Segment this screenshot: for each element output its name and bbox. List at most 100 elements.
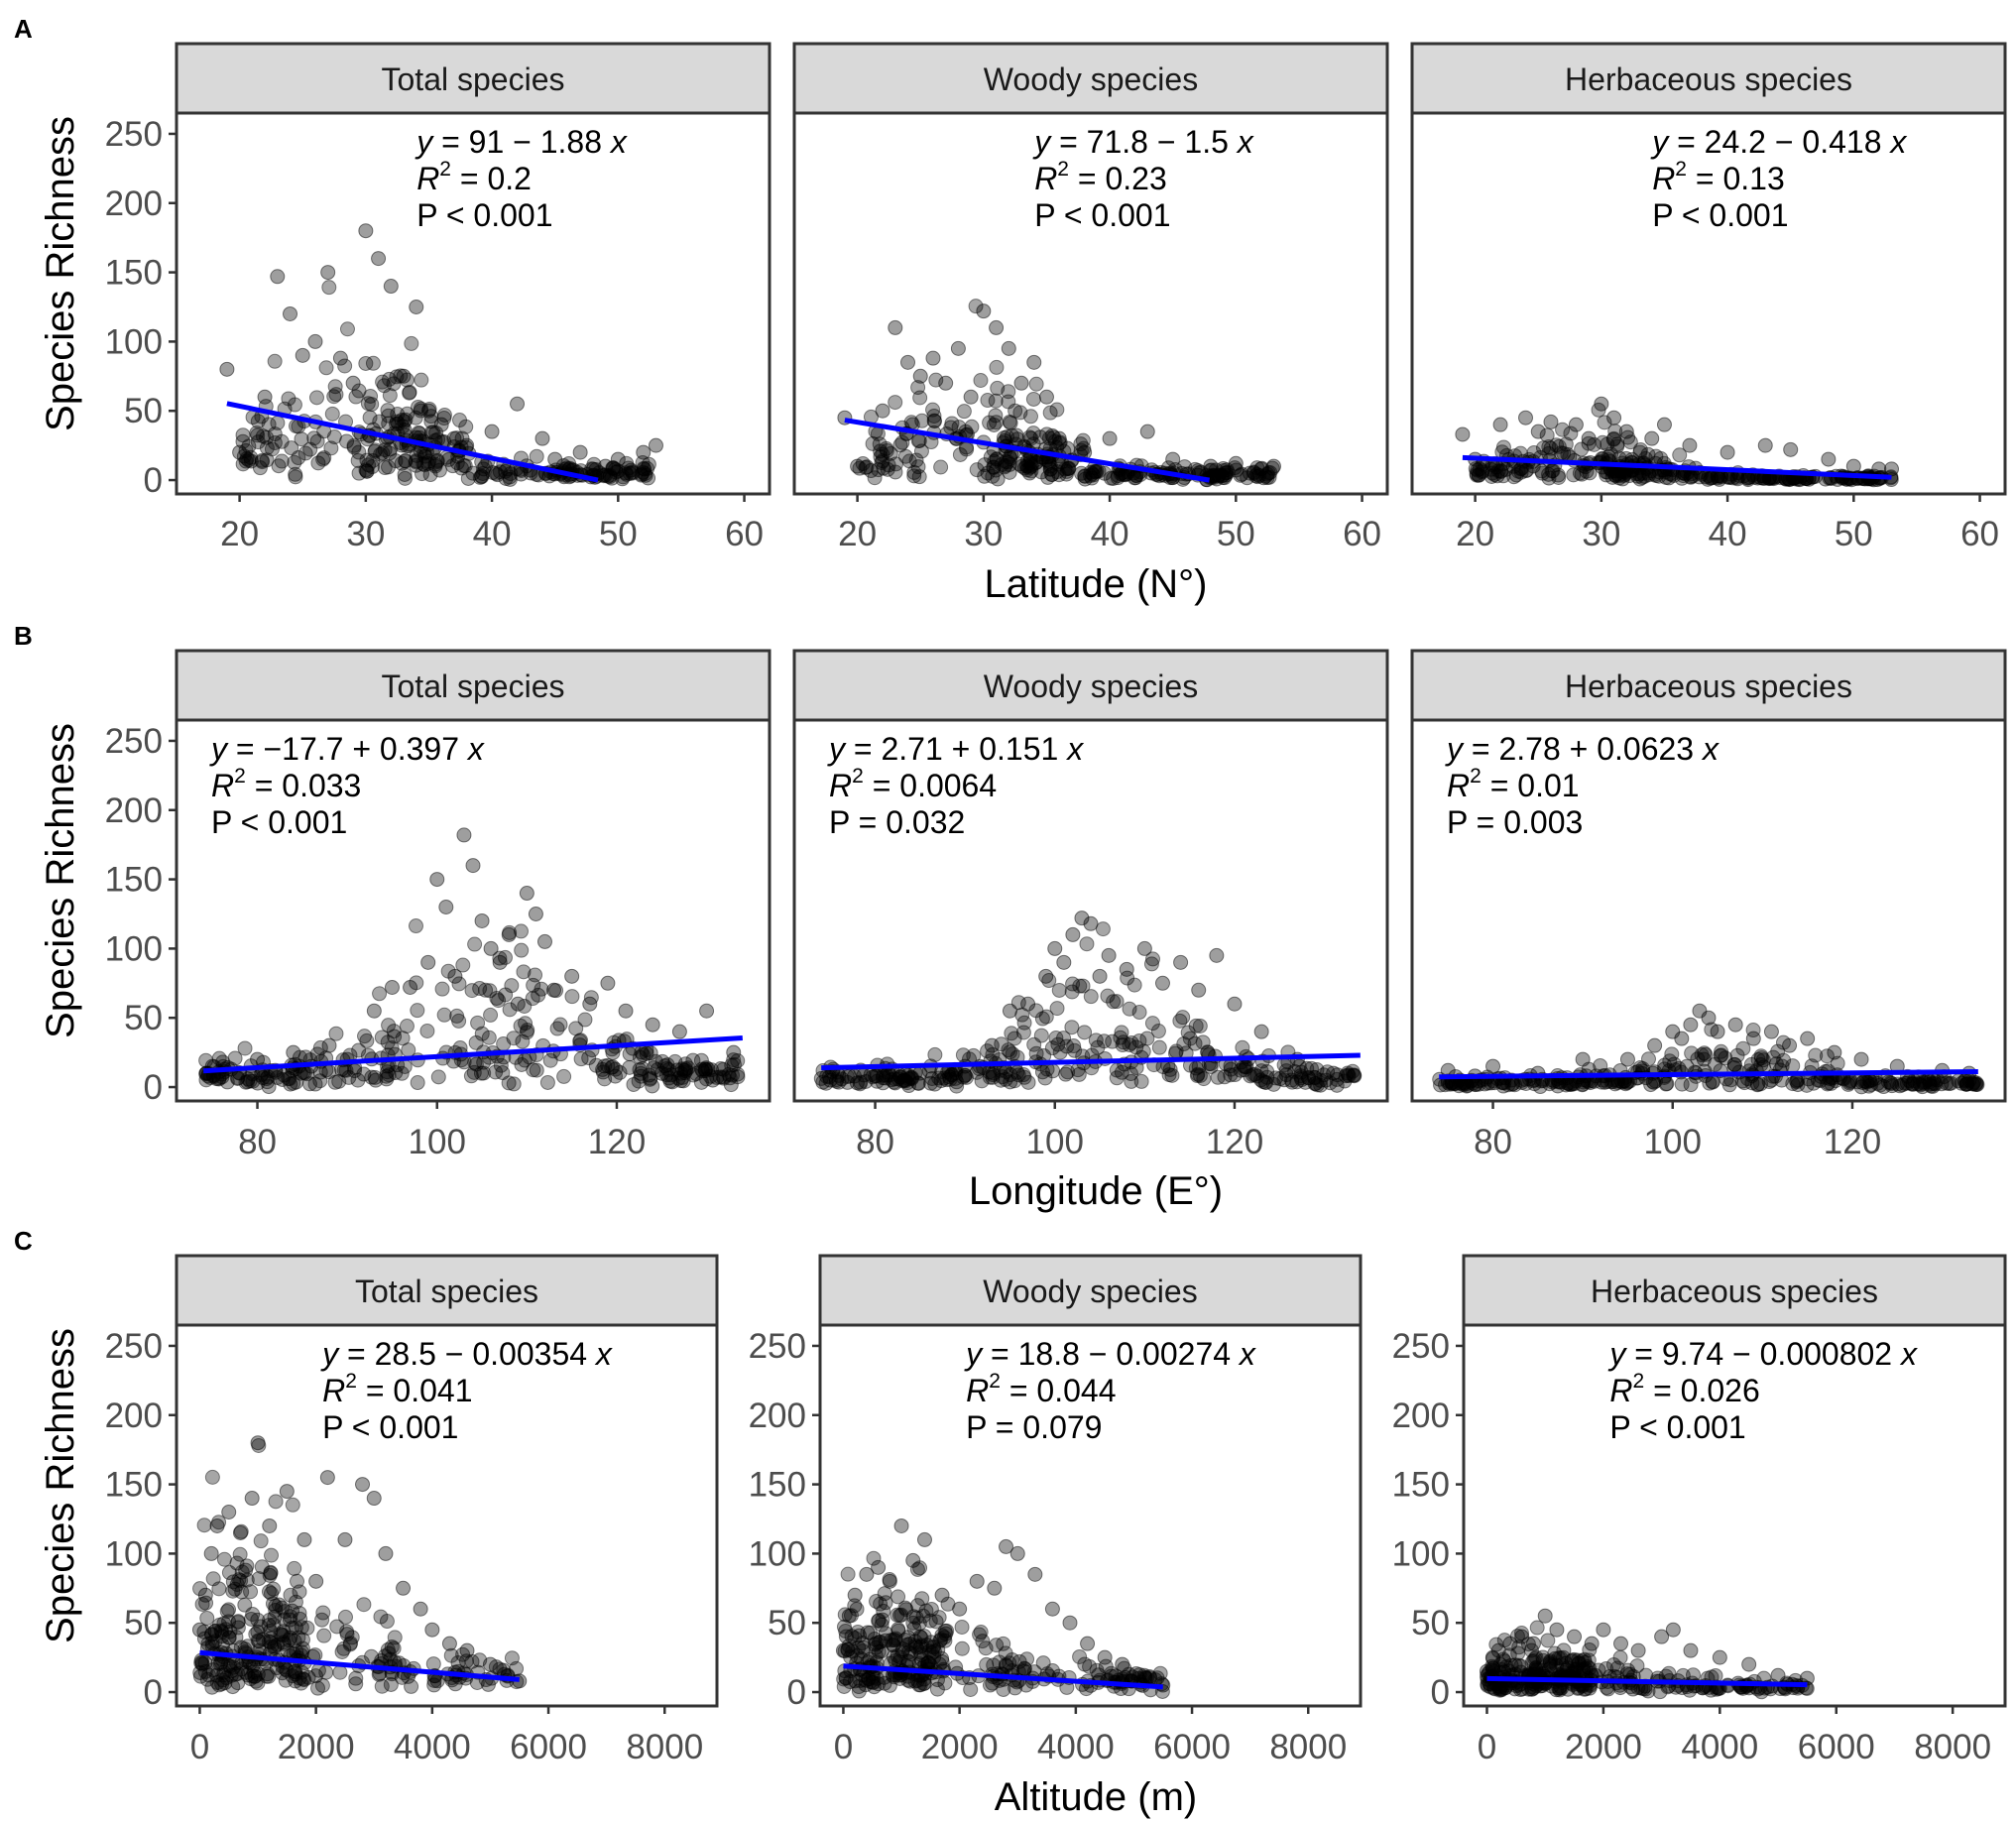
x-tick-label: 8000 [626,1728,703,1766]
data-point [221,1505,237,1520]
data-point [934,1650,950,1666]
data-point [1925,1078,1941,1094]
data-point [1524,1653,1540,1669]
data-point [1037,1070,1053,1086]
data-point [667,1053,683,1069]
data-point [1609,1660,1625,1676]
y-tick-label: 100 [1392,1534,1450,1573]
eq-x: x [1236,124,1254,160]
data-point [529,448,544,464]
data-point [474,912,490,928]
data-point [221,1614,237,1630]
facet-strip [175,649,771,722]
data-point [1326,1065,1342,1081]
data-point [436,407,452,423]
data-point [871,462,887,478]
data-point [924,1645,940,1661]
data-point [912,1065,928,1081]
data-point [192,1668,208,1684]
data-point [277,1604,293,1620]
data-point [1293,1070,1309,1086]
x-tick-label: 30 [964,515,1003,553]
data-point [513,1018,529,1033]
data-point [1634,469,1650,485]
data-point [995,1069,1010,1085]
data-point [1154,975,1170,991]
panel-letter: B [14,621,33,651]
data-point [1278,1067,1294,1083]
data-point [943,420,959,435]
y-tick-label: 50 [124,1604,163,1642]
data-point [207,1634,223,1649]
data-point [1042,405,1058,421]
data-point [1597,415,1612,430]
data-point [886,1632,901,1647]
data-point [366,1003,382,1019]
data-point [1066,1038,1082,1054]
data-point [1726,1056,1742,1072]
data-point [307,1668,323,1684]
data-point [934,1628,950,1643]
data-point [634,467,650,483]
data-point [1309,1077,1325,1093]
data-point [873,443,889,459]
data-point [906,468,922,484]
data-point [913,1646,929,1662]
data-point [838,1670,854,1686]
data-point [873,1596,889,1612]
data-point [331,1073,347,1089]
data-point [1109,1062,1125,1078]
data-point [1347,1067,1363,1083]
facet-strip [792,649,1389,722]
data-point [1180,1025,1196,1040]
data-point [1609,438,1625,454]
data-point [263,1564,279,1580]
data-point [927,1046,943,1062]
data-point [476,1065,492,1081]
data-point [1841,1075,1857,1091]
data-point [254,454,270,470]
data-point [1605,431,1621,447]
data-point [1558,436,1574,452]
data-point [1235,1039,1250,1055]
data-point [445,458,461,474]
data-point [382,371,398,387]
data-point [266,1617,282,1633]
data-point [288,1673,303,1689]
data-point [673,1065,689,1081]
data-point [243,453,259,469]
data-point [239,1558,255,1574]
data-point [271,458,287,474]
regression-equation: y = 71.8 − 1.5 x [1032,124,1254,160]
data-point [588,1057,604,1073]
r2-value: = 0.13 [1687,161,1785,196]
data-point [1056,1031,1072,1046]
data-point [658,1067,674,1083]
data-point [398,453,414,469]
data-point [1674,470,1690,486]
data-point [910,1075,926,1091]
data-point [937,1675,953,1691]
data-point [1218,465,1234,481]
data-point [350,1072,366,1088]
data-point [1648,448,1664,464]
data-point [223,1667,239,1683]
x-axis-title: Longitude (E°) [969,1169,1223,1213]
data-point [244,1491,260,1507]
data-point [677,1061,693,1077]
data-point [704,1062,720,1078]
data-point [1581,1652,1597,1668]
data-point [897,1073,913,1089]
data-point [939,1623,955,1639]
data-point [855,1643,871,1659]
data-point [476,461,492,477]
data-point [506,1076,522,1092]
data-point [643,1070,658,1086]
data-point [221,1630,237,1645]
data-point [1016,1660,1032,1676]
data-point [259,452,275,468]
data-point [1301,1070,1317,1086]
data-point [267,353,283,369]
data-point [1051,467,1067,483]
data-point [988,408,1004,424]
